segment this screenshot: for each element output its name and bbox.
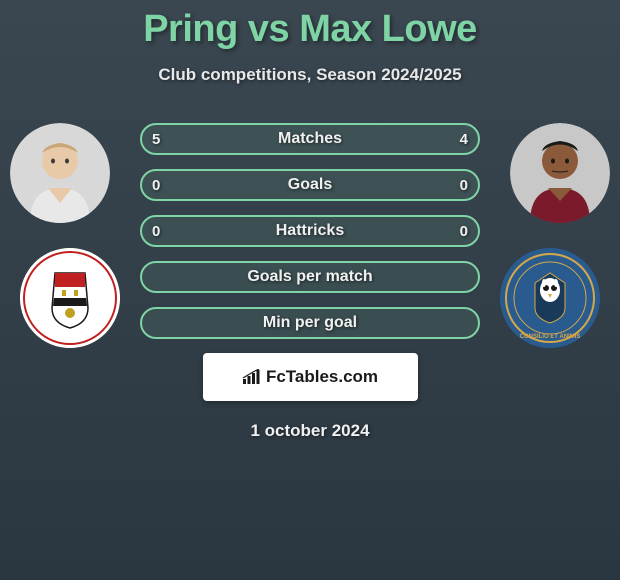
- stat-label: Hattricks: [276, 222, 344, 240]
- player-right-photo: [510, 123, 610, 223]
- stat-right-value: 4: [460, 131, 468, 148]
- svg-text:CONSILIO ET ANIMIS: CONSILIO ET ANIMIS: [520, 334, 581, 340]
- fctables-watermark: FcTables.com: [203, 353, 418, 401]
- stat-row-min-per-goal: Min per goal: [140, 307, 480, 339]
- comparison-subtitle: Club competitions, Season 2024/2025: [0, 65, 620, 85]
- club-right-badge: CONSILIO ET ANIMIS: [500, 248, 600, 348]
- stats-container: 5 Matches 4 0 Goals 0 0 Hattricks 0 Goal…: [140, 123, 480, 339]
- stat-left-value: 5: [152, 131, 160, 148]
- stat-row-goals-per-match: Goals per match: [140, 261, 480, 293]
- fctables-text: FcTables.com: [266, 367, 378, 387]
- stat-label: Matches: [278, 130, 342, 148]
- stat-row-hattricks: 0 Hattricks 0: [140, 215, 480, 247]
- club-left-badge: [20, 248, 120, 348]
- comparison-date: 1 october 2024: [0, 421, 620, 441]
- stat-row-goals: 0 Goals 0: [140, 169, 480, 201]
- comparison-title: Pring vs Max Lowe: [0, 0, 620, 51]
- stat-left-value: 0: [152, 177, 160, 194]
- bar-chart-icon: [242, 369, 262, 385]
- player-left-photo: [10, 123, 110, 223]
- stat-right-value: 0: [460, 223, 468, 240]
- comparison-content: CONSILIO ET ANIMIS 5 Matches 4 0 Goals 0…: [0, 123, 620, 441]
- stat-row-matches: 5 Matches 4: [140, 123, 480, 155]
- stat-label: Goals per match: [247, 268, 372, 286]
- stat-left-value: 0: [152, 223, 160, 240]
- stat-right-value: 0: [460, 177, 468, 194]
- stat-label: Goals: [288, 176, 332, 194]
- stat-label: Min per goal: [263, 314, 357, 332]
